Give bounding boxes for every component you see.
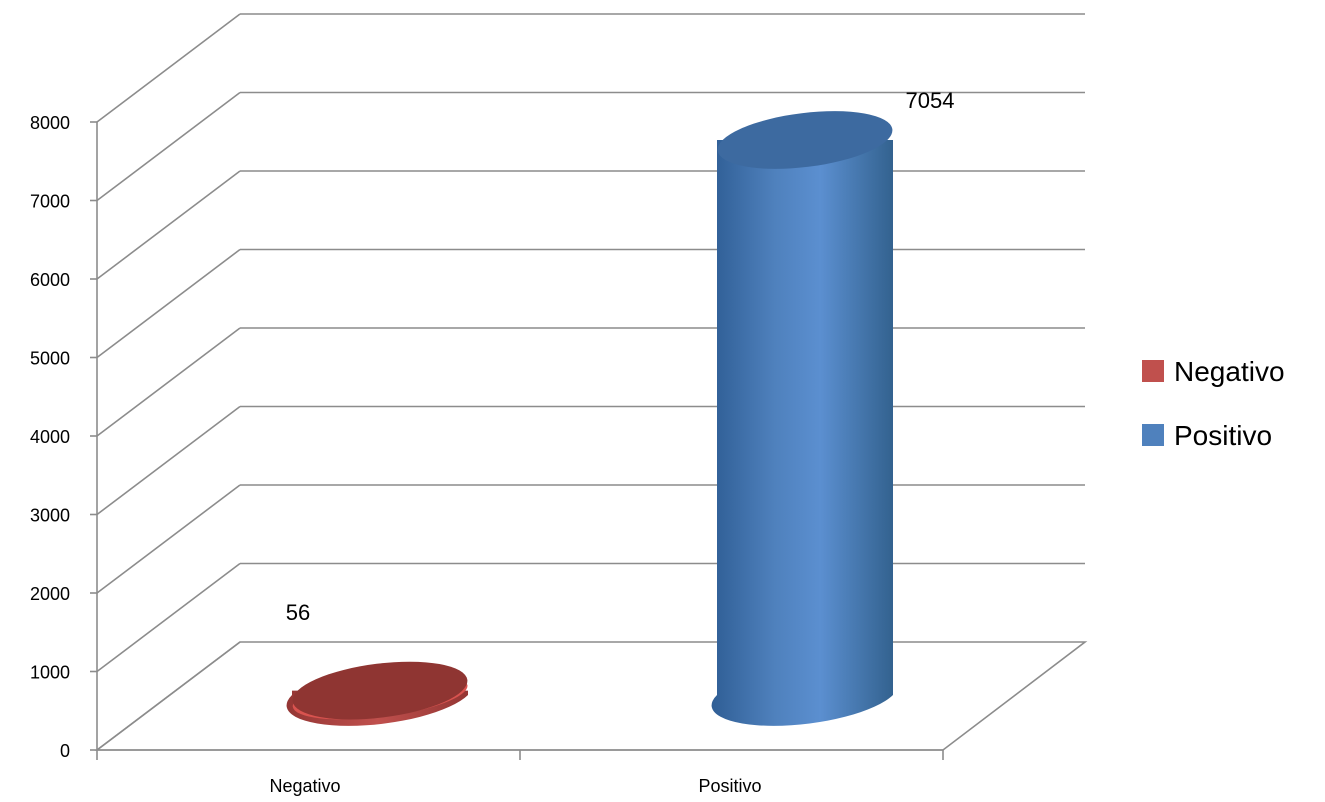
legend-swatch: [1142, 360, 1164, 382]
y-tick-label: 8000: [30, 113, 70, 133]
chart-walls: [94, 13, 1088, 751]
cylinder-body: [711, 140, 893, 726]
y-tick-label: 4000: [30, 427, 70, 447]
side-wall-gridline: [96, 91, 241, 202]
bars: [286, 111, 893, 726]
x-category-label: Positivo: [698, 776, 761, 796]
data-label: 7054: [906, 88, 955, 113]
bar-negativo: [286, 661, 468, 726]
legend-label: Negativo: [1174, 356, 1285, 387]
cylinder-top: [292, 661, 468, 720]
side-wall-gridline: [96, 248, 241, 359]
bar-positivo: [711, 111, 893, 726]
side-wall-gridline: [96, 405, 241, 516]
y-tick-label: 3000: [30, 506, 70, 526]
y-tick-label: 6000: [30, 270, 70, 290]
x-category-label: Negativo: [269, 776, 340, 796]
cylinder-top: [717, 111, 893, 169]
y-tick-label: 7000: [30, 192, 70, 212]
side-wall-gridline: [96, 327, 241, 437]
category-labels: Negativo Positivo: [96, 749, 944, 796]
side-wall-gridline: [96, 484, 241, 594]
data-label: 56: [286, 600, 310, 625]
side-wall-gridline: [96, 170, 241, 280]
legend: Negativo Positivo: [1142, 356, 1285, 451]
side-wall-gridline: [96, 13, 241, 123]
y-tick-label: 2000: [30, 584, 70, 604]
legend-label: Positivo: [1174, 420, 1272, 451]
floor: [94, 641, 1088, 751]
y-tick-labels: 0 1000 2000 3000 4000 5000 6000 7000 8000: [30, 113, 97, 761]
y-tick-label: 5000: [30, 349, 70, 369]
y-tick-label: 0: [60, 741, 70, 761]
y-tick-label: 1000: [30, 663, 70, 683]
side-wall-gridline: [96, 562, 241, 673]
data-labels: 56 7054: [286, 88, 955, 625]
legend-swatch: [1142, 424, 1164, 446]
